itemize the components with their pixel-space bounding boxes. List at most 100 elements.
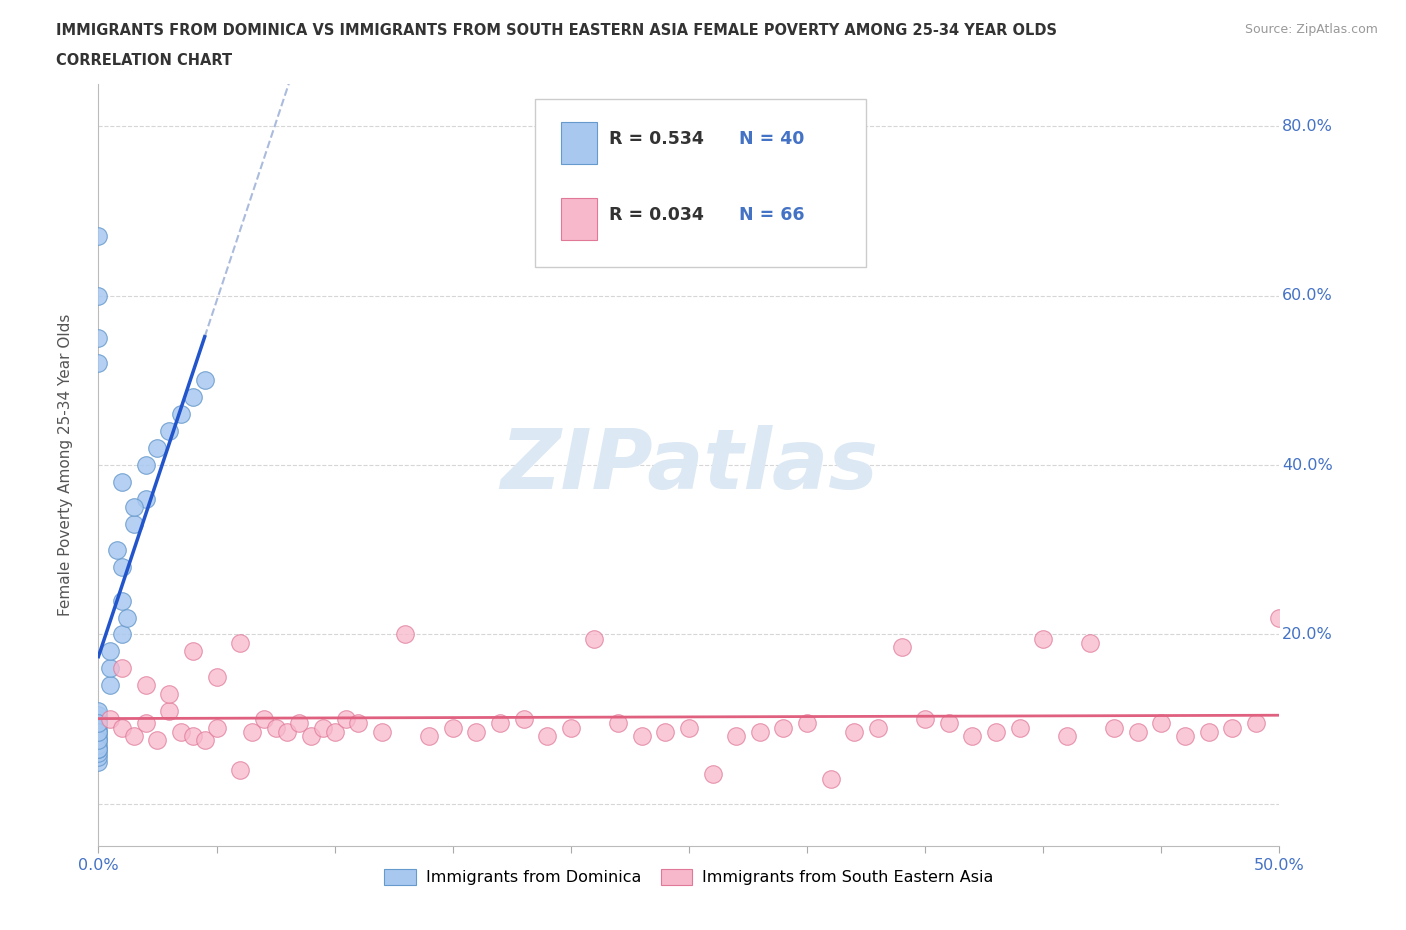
- Point: [394, 627, 416, 642]
- Point: [87, 703, 110, 718]
- Point: [105, 542, 128, 557]
- Point: [87, 746, 110, 761]
- Point: [87, 733, 110, 748]
- Point: [240, 724, 263, 739]
- Point: [135, 678, 157, 693]
- Point: [335, 711, 357, 726]
- Point: [87, 733, 110, 748]
- Text: Source: ZipAtlas.com: Source: ZipAtlas.com: [1244, 23, 1378, 36]
- Point: [87, 720, 110, 735]
- Point: [312, 720, 335, 735]
- Point: [1220, 720, 1243, 735]
- Point: [702, 767, 724, 782]
- Point: [1126, 724, 1149, 739]
- Point: [1174, 729, 1197, 744]
- Point: [441, 720, 464, 735]
- Point: [465, 724, 488, 739]
- Point: [205, 670, 228, 684]
- Point: [1150, 716, 1173, 731]
- Point: [111, 593, 134, 608]
- Text: ZIPatlas: ZIPatlas: [501, 424, 877, 506]
- Point: [170, 406, 193, 421]
- Point: [489, 716, 512, 731]
- Point: [194, 373, 217, 388]
- Point: [111, 559, 134, 574]
- Point: [87, 729, 110, 744]
- Point: [87, 711, 110, 726]
- Point: [87, 708, 110, 723]
- Point: [678, 720, 700, 735]
- Point: [122, 729, 145, 744]
- Point: [135, 458, 157, 472]
- Point: [229, 635, 252, 650]
- Point: [1056, 729, 1078, 744]
- Point: [1080, 635, 1102, 650]
- Point: [87, 741, 110, 756]
- Point: [122, 500, 145, 515]
- Point: [111, 474, 134, 489]
- Point: [1268, 610, 1291, 625]
- Point: [87, 750, 110, 764]
- Point: [146, 733, 169, 748]
- Text: IMMIGRANTS FROM DOMINICA VS IMMIGRANTS FROM SOUTH EASTERN ASIA FEMALE POVERTY AM: IMMIGRANTS FROM DOMINICA VS IMMIGRANTS F…: [56, 23, 1057, 38]
- Point: [1032, 631, 1054, 646]
- Point: [205, 720, 228, 735]
- Y-axis label: Female Poverty Among 25-34 Year Olds: Female Poverty Among 25-34 Year Olds: [58, 313, 73, 617]
- Point: [135, 716, 157, 731]
- Text: CORRELATION CHART: CORRELATION CHART: [56, 53, 232, 68]
- Point: [87, 724, 110, 739]
- Point: [371, 724, 394, 739]
- Point: [276, 724, 298, 739]
- Point: [890, 640, 912, 655]
- Text: N = 66: N = 66: [738, 206, 804, 224]
- Point: [938, 716, 960, 731]
- Point: [914, 711, 936, 726]
- Point: [146, 441, 169, 456]
- Point: [87, 716, 110, 731]
- Point: [654, 724, 676, 739]
- Point: [1198, 724, 1220, 739]
- Point: [725, 729, 748, 744]
- FancyBboxPatch shape: [536, 99, 866, 267]
- Point: [1102, 720, 1125, 735]
- Point: [748, 724, 770, 739]
- Point: [87, 754, 110, 769]
- FancyBboxPatch shape: [561, 198, 596, 240]
- Text: 60.0%: 60.0%: [1282, 288, 1333, 303]
- Point: [170, 724, 193, 739]
- Point: [87, 330, 110, 345]
- Point: [87, 229, 110, 244]
- Text: 20.0%: 20.0%: [1282, 627, 1333, 642]
- Point: [536, 729, 558, 744]
- Point: [347, 716, 370, 731]
- Point: [157, 686, 180, 701]
- Point: [111, 627, 134, 642]
- Point: [560, 720, 582, 735]
- Point: [194, 733, 217, 748]
- Point: [181, 390, 204, 405]
- Point: [264, 720, 287, 735]
- Point: [111, 720, 134, 735]
- Point: [796, 716, 818, 731]
- Text: 40.0%: 40.0%: [1282, 458, 1333, 472]
- Text: N = 40: N = 40: [738, 129, 804, 148]
- Point: [135, 491, 157, 506]
- Point: [98, 661, 121, 676]
- FancyBboxPatch shape: [561, 122, 596, 164]
- Point: [583, 631, 606, 646]
- Point: [288, 716, 311, 731]
- Point: [115, 610, 138, 625]
- Point: [323, 724, 346, 739]
- Point: [87, 711, 110, 726]
- Point: [512, 711, 534, 726]
- Point: [181, 644, 204, 658]
- Point: [253, 711, 276, 726]
- Point: [772, 720, 794, 735]
- Point: [157, 424, 180, 439]
- Point: [418, 729, 440, 744]
- Point: [962, 729, 984, 744]
- Point: [1244, 716, 1267, 731]
- Point: [87, 716, 110, 731]
- Point: [98, 678, 121, 693]
- Point: [299, 729, 322, 744]
